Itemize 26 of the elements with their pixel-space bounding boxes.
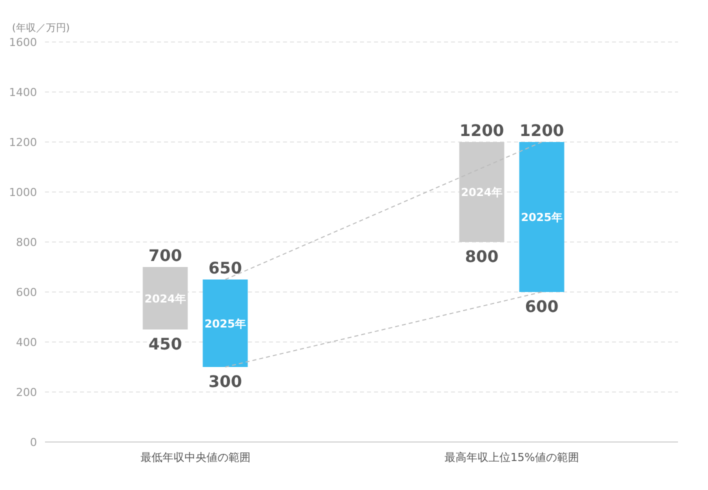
y-tick-label: 400 xyxy=(16,336,37,349)
y-tick-label: 1200 xyxy=(9,136,37,149)
series-label: 2025年 xyxy=(520,211,563,224)
y-tick-label: 0 xyxy=(30,436,37,449)
y-tick-label: 1000 xyxy=(9,186,37,199)
y-tick-label: 200 xyxy=(16,386,37,399)
bar xyxy=(519,142,564,292)
annotation: 700 xyxy=(148,246,182,265)
x-tick-label: 最低年収中央値の範囲 xyxy=(140,451,250,464)
annotation: 650 xyxy=(208,258,242,278)
y-tick-label: 800 xyxy=(16,236,37,249)
bar xyxy=(202,280,248,367)
x-tick-label: 最高年収上位15%値の範囲 xyxy=(444,451,579,464)
y-tick-label: 600 xyxy=(16,286,37,299)
annotation: 800 xyxy=(465,247,498,266)
annotation: 1200 xyxy=(519,121,564,140)
annotation: 1200 xyxy=(459,121,504,140)
annotation: 300 xyxy=(208,372,242,391)
bar xyxy=(459,142,504,242)
text: 2025年 xyxy=(204,317,246,330)
bar xyxy=(142,267,188,330)
annotation: 600 xyxy=(525,297,558,316)
y-tick-label: 1400 xyxy=(9,86,37,99)
annotation: 450 xyxy=(148,334,182,354)
y-axis-title: (年収／万円) xyxy=(12,22,70,34)
y-tick-label: 1600 xyxy=(9,36,37,49)
